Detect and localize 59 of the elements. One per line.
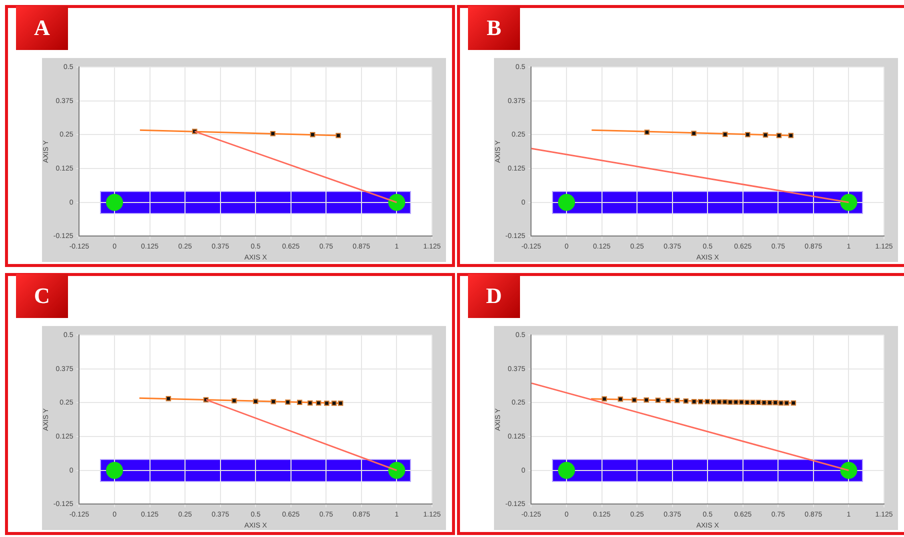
point	[762, 132, 768, 138]
point	[297, 400, 302, 406]
point	[778, 400, 784, 406]
point	[106, 462, 124, 479]
point	[733, 400, 738, 405]
point	[691, 398, 697, 404]
point	[644, 130, 650, 135]
point	[674, 398, 680, 404]
point	[784, 400, 790, 406]
point	[840, 194, 858, 211]
point	[767, 400, 772, 406]
point	[558, 194, 576, 211]
point	[316, 400, 322, 406]
point	[716, 399, 722, 404]
point	[710, 399, 716, 404]
point	[602, 396, 607, 402]
point	[338, 400, 344, 406]
point	[324, 400, 330, 406]
point	[744, 400, 750, 406]
point	[728, 400, 733, 405]
point	[704, 398, 710, 404]
point	[722, 132, 728, 138]
chart-title: A	[16, 6, 68, 50]
point	[336, 132, 341, 138]
point	[772, 400, 778, 406]
point	[166, 396, 172, 402]
point	[253, 398, 258, 404]
point	[683, 398, 689, 404]
point	[270, 398, 276, 404]
point	[738, 400, 744, 405]
point	[307, 400, 313, 406]
point	[691, 130, 696, 136]
point	[632, 397, 637, 403]
point	[776, 132, 782, 138]
point	[788, 132, 794, 138]
point	[655, 398, 661, 403]
point	[644, 397, 650, 403]
point	[790, 400, 796, 406]
point	[618, 396, 624, 402]
chart-title: D	[468, 274, 520, 318]
point	[840, 462, 858, 479]
point	[388, 462, 406, 479]
point	[310, 132, 316, 138]
point	[388, 194, 406, 211]
point	[106, 194, 124, 211]
point	[756, 400, 762, 406]
chart-title: B	[468, 6, 520, 50]
point	[750, 400, 756, 406]
point	[270, 130, 276, 136]
point	[698, 398, 704, 404]
point	[665, 398, 671, 404]
point	[232, 398, 237, 404]
point	[331, 400, 337, 406]
chart-title: C	[16, 274, 68, 318]
point	[745, 132, 750, 138]
point	[558, 462, 576, 479]
point	[761, 400, 767, 406]
point	[285, 400, 290, 405]
point	[722, 399, 728, 404]
